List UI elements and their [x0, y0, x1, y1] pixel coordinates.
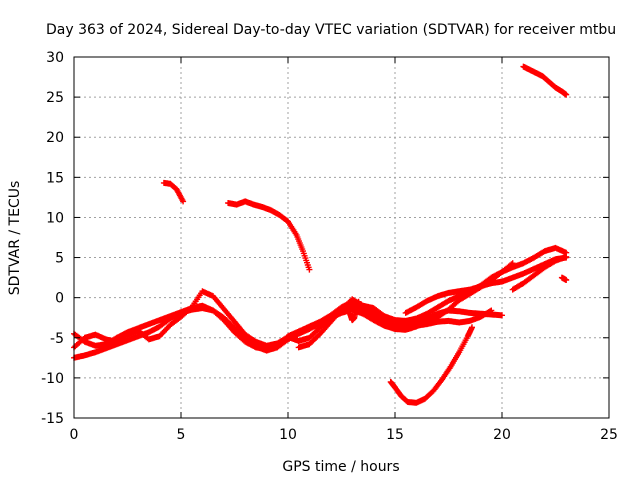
axis-ticks: 0 5 10 15 20 25 -15 -10 -5 0 5 10 15 20 25 30 — [41, 50, 618, 443]
series-markers — [558, 274, 570, 283]
x-tick-label: 20 — [493, 427, 511, 443]
grid — [74, 57, 609, 418]
series-track-h — [225, 198, 313, 273]
series-track-b — [71, 260, 516, 361]
y-tick-label: 5 — [55, 251, 64, 267]
y-tick-label: 25 — [46, 90, 64, 106]
series-track-f — [509, 253, 570, 293]
series-markers — [160, 179, 187, 205]
series-markers — [402, 254, 570, 316]
series-markers — [347, 298, 362, 324]
series-markers — [509, 253, 570, 293]
y-tick-label: 10 — [46, 210, 64, 226]
series-track-l — [347, 298, 362, 324]
y-tick-label: 20 — [46, 130, 64, 146]
y-tick-label: -5 — [50, 331, 64, 347]
y-tick-label: 15 — [46, 170, 64, 186]
x-tick-label: 0 — [70, 427, 79, 443]
x-tick-label: 5 — [177, 427, 186, 443]
series-track-e — [402, 254, 570, 316]
series-markers — [520, 63, 570, 98]
series-track-k — [558, 274, 570, 283]
y-tick-label: 30 — [46, 50, 64, 66]
x-axis-label: GPS time / hours — [282, 459, 399, 475]
chart-title: Day 363 of 2024, Sidereal Day-to-day VTE… — [46, 22, 616, 38]
series-track-i — [387, 324, 475, 406]
plot-frame — [73, 56, 610, 419]
data-marks — [71, 63, 570, 406]
x-tick-label: 10 — [279, 427, 297, 443]
y-tick-label: 0 — [55, 291, 64, 307]
series-markers — [71, 260, 516, 361]
series-markers — [225, 198, 313, 273]
y-tick-label: -15 — [41, 411, 64, 427]
series-markers — [387, 324, 475, 406]
series-track-g — [160, 179, 187, 205]
y-tick-label: -10 — [41, 371, 64, 387]
x-tick-label: 15 — [386, 427, 404, 443]
x-tick-label: 25 — [600, 427, 618, 443]
series-track-j — [520, 63, 570, 98]
y-axis-label: SDTVAR / TECUs — [7, 181, 23, 296]
